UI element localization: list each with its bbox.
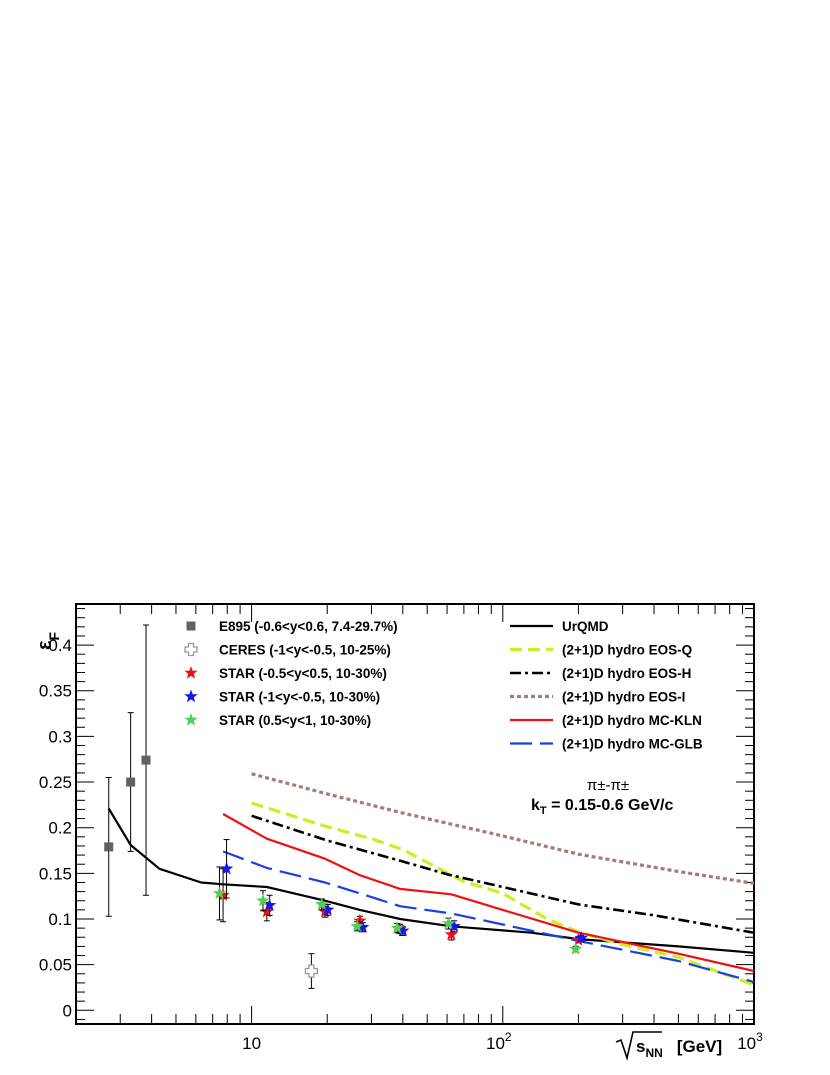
y-tick-label: 0.05 — [39, 956, 72, 975]
data-point — [356, 920, 370, 933]
data-point — [104, 842, 114, 852]
x-axis-title-main: s — [636, 1037, 645, 1056]
legend-label: (2+1)D hydro EOS-Q — [562, 643, 692, 658]
svg-text:sNN[GeV]: sNN [GeV] — [636, 1037, 722, 1060]
legend-marker — [184, 689, 198, 703]
curve--2-1-d-hydro-eos-i — [251, 772, 755, 885]
y-tick-label: 0.1 — [48, 910, 72, 929]
x-tick-label-exp: 3 — [756, 1030, 763, 1044]
x-tick-label-base: 10 — [242, 1034, 261, 1053]
sqrt-symbol — [615, 1031, 662, 1061]
legend-label: (2+1)D hydro MC-GLB — [562, 737, 703, 752]
legend-label: (2+1)D hydro MC-KLN — [562, 713, 702, 728]
curve--2-1-d-hydro-mc-glb — [222, 850, 755, 984]
legend-label: STAR (0.5<y<1, 10-30%) — [219, 713, 371, 728]
legend-marker — [184, 713, 198, 726]
curve--2-1-d-hydro-eos-h — [251, 814, 755, 934]
legend-marker — [186, 621, 196, 631]
legend-label: E895 (-0.6<y<0.6, 7.4-29.7%) — [219, 619, 398, 634]
x-tick-label: 103 — [737, 1030, 763, 1053]
data-point — [574, 931, 588, 944]
x-tick-label-base: 10 — [486, 1034, 505, 1053]
data-point — [260, 904, 274, 918]
x-axis-ticks — [75, 604, 755, 1024]
y-axis-title-main: ε — [34, 640, 56, 650]
data-point — [216, 888, 230, 901]
y-axis-ticks — [76, 608, 754, 1020]
x-tick-label-exp: 2 — [505, 1030, 512, 1044]
data-point — [569, 942, 583, 955]
data-point — [353, 913, 367, 927]
legend-label: STAR (-0.5<y<0.5, 10-30%) — [219, 666, 387, 681]
annotation-kt-main: k — [531, 797, 540, 814]
legend-label: UrQMD — [562, 619, 609, 634]
legend-label: (2+1)D hydro EOS-I — [562, 690, 685, 705]
tick-labels: 00.050.10.150.20.250.30.350.410 102 103 — [39, 636, 763, 1053]
curve-urqmd — [107, 807, 755, 954]
y-tick-label: 0.35 — [39, 682, 72, 701]
x-axis-title-unit: [GeV] — [677, 1037, 722, 1056]
y-tick-label: 0.2 — [48, 819, 72, 838]
x-tick-label: 10 — [242, 1034, 261, 1053]
y-tick-label: 0.25 — [39, 773, 72, 792]
legend-marker — [184, 642, 198, 657]
y-axis-title: εF — [34, 632, 62, 651]
x-tick-label: 102 — [486, 1030, 512, 1053]
data-point — [396, 923, 410, 937]
annotation-kt-sub: T — [540, 805, 547, 817]
data-markers — [104, 624, 588, 989]
data-point — [444, 927, 458, 941]
data-point — [256, 893, 270, 907]
data-point — [447, 919, 461, 932]
data-point — [126, 777, 136, 787]
data-point — [390, 921, 404, 934]
data-point — [321, 902, 335, 916]
data-point — [350, 919, 364, 932]
y-tick-label: 0.15 — [39, 864, 72, 883]
curve--2-1-d-hydro-mc-kln — [222, 813, 755, 973]
y-tick-label: 0.3 — [48, 727, 72, 746]
data-point — [315, 897, 329, 911]
legend-lines: UrQMD (2+1)D hydro EOS-Q (2+1)D hydro EOS-… — [510, 619, 703, 752]
legend-label: (2+1)D hydro EOS-H — [562, 666, 691, 681]
x-tick-label-base: 10 — [737, 1034, 756, 1053]
annotation-pair: π±-π± — [587, 777, 629, 794]
curve--2-1-d-hydro-eos-q — [251, 801, 755, 987]
legend-label: STAR (-1<y<-0.5, 10-30%) — [219, 690, 380, 705]
y-tick-label: 0.4 — [48, 636, 72, 655]
y-tick-label: 0 — [63, 1001, 72, 1020]
data-point — [304, 964, 319, 978]
x-axis-title: sNN [GeV] — [615, 1031, 722, 1061]
data-point — [263, 898, 277, 911]
data-point — [441, 916, 456, 930]
y-axis-title-sub: F — [46, 632, 62, 641]
data-point — [141, 755, 151, 765]
data-point — [219, 861, 234, 875]
svg-text:kT = 0.15-0.6 GeV/c: kT = 0.15-0.6 GeV/c — [531, 797, 673, 817]
x-axis-title-sub: NN — [645, 1046, 662, 1060]
legend-marker — [184, 666, 198, 679]
legend-label: CERES (-1<y<-0.5, 10-25%) — [219, 643, 391, 658]
legend-markers: E895 (-0.6<y<0.6, 7.4-29.7%) CERES (-1<y<… — [184, 619, 398, 728]
annotation-kt-rest: = 0.15-0.6 GeV/c — [547, 797, 674, 814]
annotation-block: π±-π± kT = 0.15-0.6 GeV/c — [531, 777, 673, 817]
data-point — [212, 886, 227, 900]
svg-text:εF: εF — [34, 632, 62, 651]
model-curves — [107, 772, 755, 987]
